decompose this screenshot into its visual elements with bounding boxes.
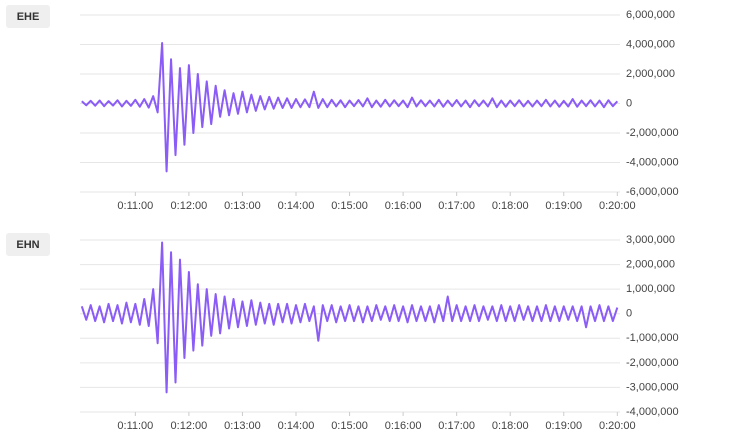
x-tick-label: 0:15:00: [331, 420, 368, 432]
y-tick-label: -4,000,000: [626, 406, 679, 418]
x-tick-label: 0:11:00: [117, 420, 153, 432]
y-tick-label: -3,000,000: [626, 381, 679, 393]
x-tick-label: 0:19:00: [545, 420, 582, 432]
x-tick-label: 0:14:00: [278, 420, 315, 432]
y-tick-label: 6,000,000: [626, 9, 675, 21]
y-tick-label: 2,000,000: [626, 68, 675, 80]
waveform: [81, 42, 619, 173]
channel-label: EHE: [17, 11, 40, 23]
x-tick-label: 0:15:00: [331, 200, 368, 212]
y-tick-label: -6,000,000: [626, 186, 679, 198]
x-tick-label: 0:17:00: [438, 200, 475, 212]
x-tick-label: 0:18:00: [492, 200, 529, 212]
x-tick-label: 0:13:00: [224, 420, 261, 432]
x-tick-label: 0:13:00: [224, 200, 261, 212]
x-tick-label: 0:18:00: [492, 420, 529, 432]
x-tick-label: 0:12:00: [171, 200, 208, 212]
y-tick-label: -2,000,000: [626, 357, 679, 369]
x-tick-label: 0:20:00: [599, 420, 636, 432]
y-tick-label: 4,000,000: [626, 38, 675, 50]
y-tick-label: -4,000,000: [626, 156, 679, 168]
x-tick-label: 0:14:00: [278, 200, 315, 212]
y-tick-label: 2,000,000: [626, 258, 675, 270]
x-tick-label: 0:12:00: [171, 420, 208, 432]
channel-label-box: [6, 5, 50, 28]
y-tick-label: 1,000,000: [626, 283, 675, 295]
x-tick-label: 0:17:00: [438, 420, 475, 432]
y-tick-label: 0: [626, 97, 632, 109]
x-tick-label: 0:16:00: [385, 200, 422, 212]
y-tick-label: -1,000,000: [626, 332, 679, 344]
x-tick-label: 0:16:00: [385, 420, 422, 432]
y-tick-label: 0: [626, 308, 632, 320]
x-tick-label: 0:19:00: [545, 200, 582, 212]
y-tick-label: 3,000,000: [626, 234, 675, 246]
channel-label: EHN: [16, 239, 39, 251]
waveform: [80, 241, 619, 394]
x-tick-label: 0:20:00: [599, 200, 636, 212]
channel-label-box: [6, 233, 50, 256]
y-tick-label: -2,000,000: [626, 127, 679, 139]
x-tick-label: 0:11:00: [117, 200, 153, 212]
